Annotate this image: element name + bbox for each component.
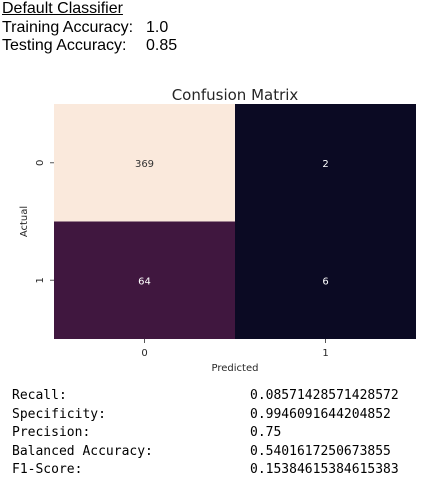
y-tick-label: 1 — [35, 277, 46, 283]
metric-value: 0.5401617250673855 — [250, 443, 391, 459]
cell-annotation: 2 — [322, 159, 328, 170]
testing-accuracy-label: Testing Accuracy: — [2, 37, 127, 54]
heatmap-cell — [54, 104, 235, 222]
metric-label: Precision: — [12, 425, 91, 440]
cell-annotation: 64 — [138, 276, 151, 287]
heatmap-cell — [235, 221, 416, 339]
metric-label: F1-Score: — [12, 462, 83, 477]
metric-label: Specificity: — [12, 406, 106, 422]
training-accuracy-value: 1.0 — [146, 19, 169, 36]
classifier-title: Default Classifier — [2, 0, 123, 17]
cell-annotation: 6 — [322, 276, 328, 287]
metric-value: 0.9946091644204852 — [250, 406, 391, 422]
metric-value: 0.15384615384615383 — [250, 462, 399, 477]
metric-label: Recall: — [12, 388, 67, 403]
x-tick-label: 1 — [322, 348, 328, 359]
metric-value: 0.08571428571428572 — [250, 388, 399, 403]
x-tick-label: 0 — [141, 348, 147, 359]
y-tick-label: 0 — [35, 160, 46, 166]
y-axis-label: Actual — [19, 206, 30, 237]
confusion-matrix-chart: Confusion Matrix 369 2 64 6 0 1 0 1 Predicted Actu… — [19, 86, 416, 374]
metric-label: Balanced Accuracy: — [12, 443, 153, 459]
training-accuracy-label: Training Accuracy: — [2, 19, 134, 36]
testing-accuracy-value: 0.85 — [146, 37, 178, 54]
heatmap-cell — [235, 104, 416, 222]
heatmap-cell — [54, 221, 235, 339]
x-axis-label: Predicted — [212, 363, 259, 374]
cell-annotation: 369 — [135, 159, 154, 170]
metric-value: 0.75 — [250, 425, 282, 440]
chart-title: Confusion Matrix — [172, 86, 299, 104]
